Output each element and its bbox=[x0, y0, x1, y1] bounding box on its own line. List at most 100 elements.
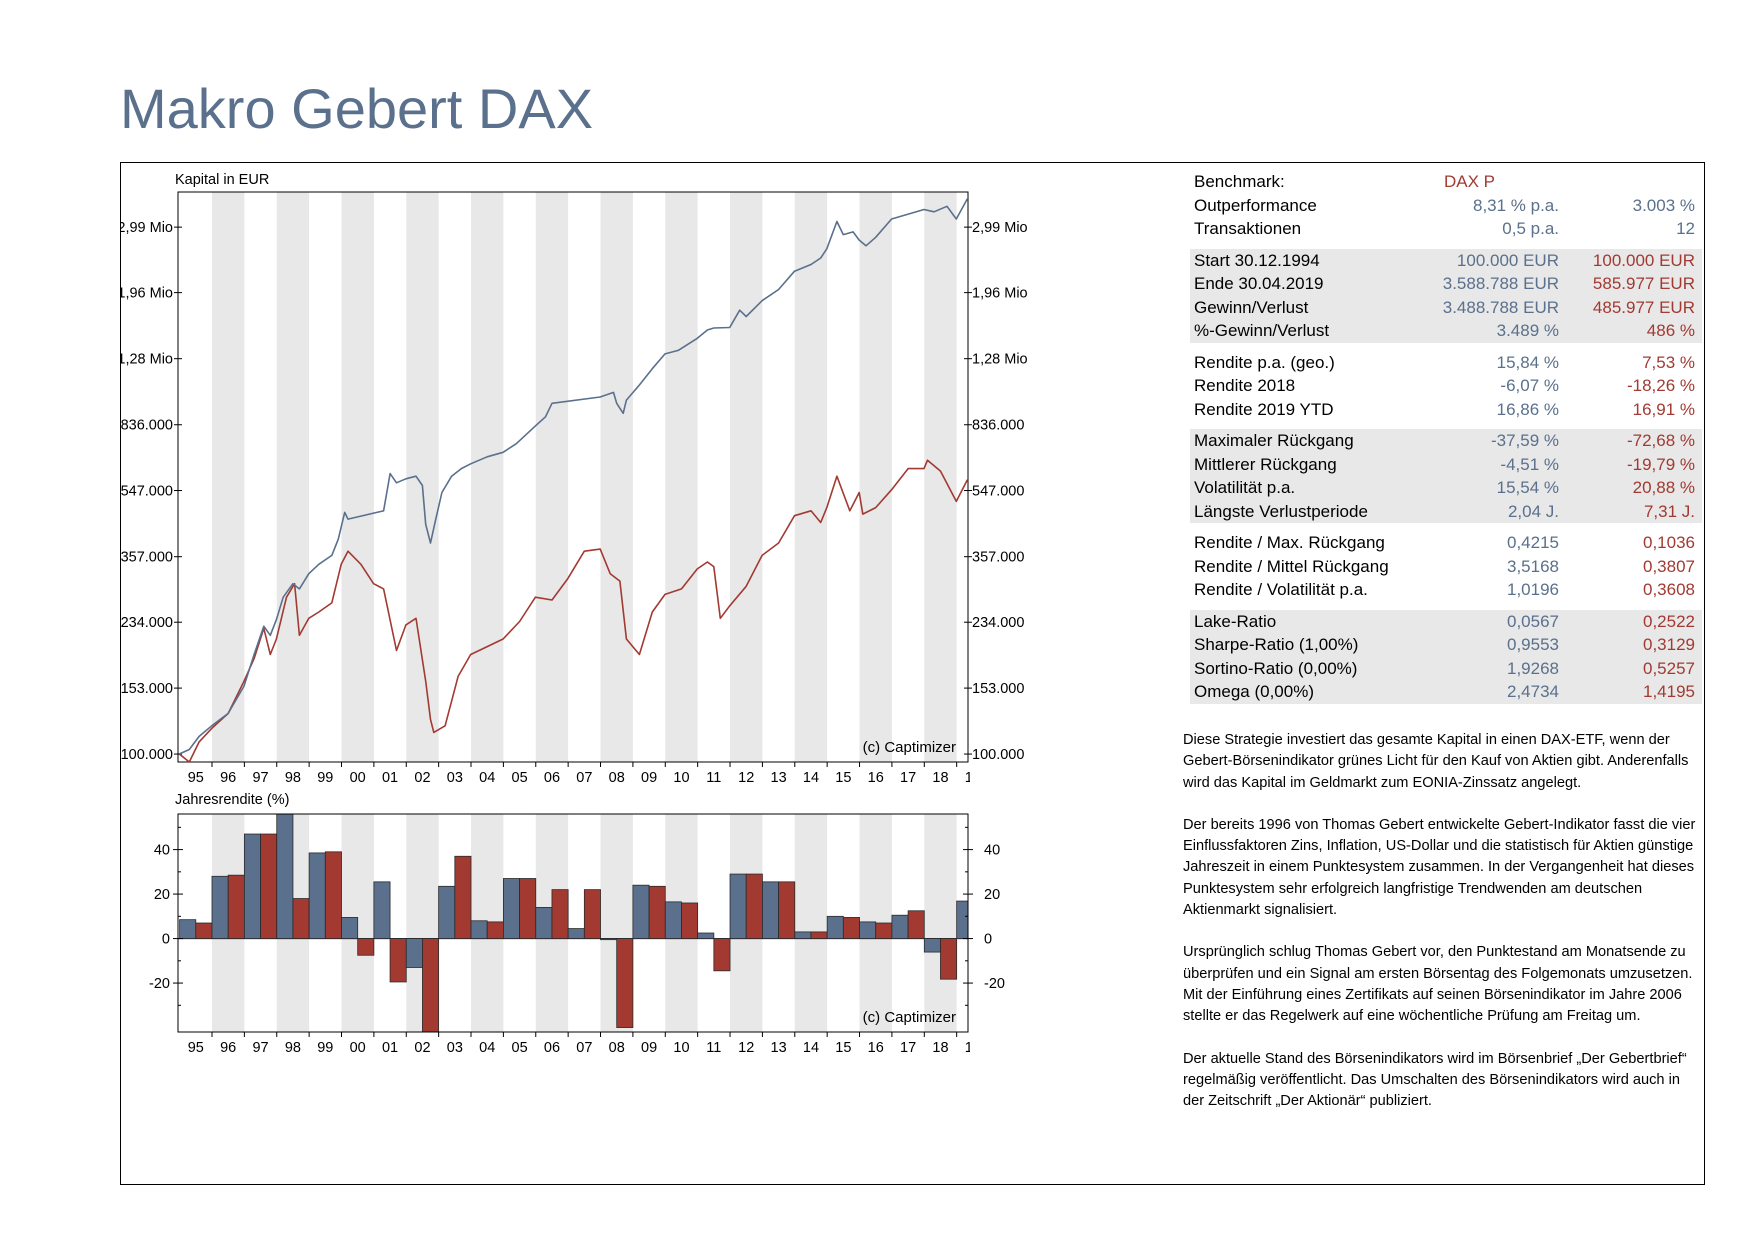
year-band bbox=[665, 192, 698, 762]
x-tick-label: 01 bbox=[382, 1040, 398, 1056]
y-tick-label-right: 153.000 bbox=[972, 681, 1024, 697]
bar bbox=[243, 833, 261, 939]
stat-label: Lake-Ratio bbox=[1194, 611, 1277, 631]
stat-row-header-1: Outperformance 8,31 % p.a. 3.003 % bbox=[1190, 194, 1702, 218]
x-tick-label: 09 bbox=[641, 770, 657, 786]
bar bbox=[762, 881, 779, 939]
bar bbox=[422, 938, 440, 1033]
x-tick-label: 10 bbox=[673, 770, 689, 786]
stat-row-4-0: Lake-Ratio 0,0567 0,2522 bbox=[1190, 609, 1702, 633]
stat-label: Rendite p.a. (geo.) bbox=[1194, 352, 1335, 372]
x-tick-label: 07 bbox=[576, 770, 592, 786]
stat-value-strategy: 0,4215 bbox=[1507, 533, 1559, 552]
x-tick-label: 11 bbox=[706, 1040, 721, 1056]
stat-gap bbox=[1190, 421, 1702, 429]
stat-value-benchmark: 16,91 % bbox=[1632, 399, 1695, 419]
stat-row-1-2: Rendite 2019 YTD 16,86 % 16,91 % bbox=[1190, 398, 1702, 422]
stat-value-benchmark: 0,3807 bbox=[1643, 556, 1695, 576]
stat-row-0-1: Ende 30.04.2019 3.588.788 EUR 585.977 EUR bbox=[1190, 272, 1702, 296]
bar bbox=[373, 881, 391, 939]
stat-label: Rendite / Max. Rückgang bbox=[1194, 533, 1385, 552]
description-paragraph: Ursprünglich schlug Thomas Gebert vor, d… bbox=[1183, 944, 1693, 1025]
stat-label: Rendite / Mittel Rückgang bbox=[1194, 556, 1389, 576]
bar bbox=[648, 885, 666, 939]
x-tick-label: 98 bbox=[285, 1040, 301, 1056]
stat-value-benchmark: 20,88 % bbox=[1632, 478, 1695, 497]
stat-row-3-1: Rendite / Mittel Rückgang 3,5168 0,3807 bbox=[1190, 555, 1702, 579]
x-tick-label: 95 bbox=[188, 1040, 204, 1056]
stat-label: Mittlerer Rückgang bbox=[1194, 454, 1337, 474]
stat-row-2-2: Volatilität p.a. 15,54 % 20,88 % bbox=[1190, 476, 1702, 500]
x-tick-label: 17 bbox=[900, 1040, 916, 1056]
stat-value-strategy: 0,0567 bbox=[1507, 611, 1559, 631]
y-tick-label-right: 234.000 bbox=[972, 615, 1024, 631]
stat-value-strategy: -4,51 % bbox=[1500, 454, 1559, 474]
stat-value-benchmark: 0,3608 bbox=[1643, 580, 1695, 599]
x-tick-label: 99 bbox=[317, 770, 333, 786]
bar bbox=[438, 885, 456, 939]
x-tick-label: 08 bbox=[609, 1040, 625, 1056]
bar bbox=[583, 889, 601, 939]
year-band bbox=[471, 192, 504, 762]
x-tick-label: 99 bbox=[317, 1040, 333, 1056]
x-tick-label: 13 bbox=[771, 770, 787, 786]
stat-row-2-0: Maximaler Rückgang -37,59 % -72,68 % bbox=[1190, 429, 1702, 453]
x-tick-label: 06 bbox=[544, 1040, 560, 1056]
stat-row-1-1: Rendite 2018 -6,07 % -18,26 % bbox=[1190, 374, 1702, 398]
stat-label: %-Gewinn/Verlust bbox=[1194, 321, 1330, 340]
y-axis-title: Jahresrendite (%) bbox=[175, 792, 289, 808]
year-band bbox=[924, 814, 957, 1032]
y-tick-label-right: 2,99 Mio bbox=[972, 220, 1028, 236]
stat-value-benchmark: 585.977 EUR bbox=[1592, 274, 1695, 293]
x-tick-label: 97 bbox=[252, 770, 268, 786]
stat-value-strategy: 2,04 J. bbox=[1507, 501, 1559, 521]
stat-value-benchmark: 486 % bbox=[1646, 321, 1695, 340]
bar bbox=[794, 931, 812, 939]
stat-label: Rendite / Volatilität p.a. bbox=[1194, 580, 1368, 599]
y-tick-label-right: 20 bbox=[984, 887, 1000, 903]
year-band bbox=[924, 192, 957, 762]
x-tick-label: 08 bbox=[609, 770, 625, 786]
stat-label: Volatilität p.a. bbox=[1194, 478, 1296, 497]
stat-row-3-2: Rendite / Volatilität p.a. 1,0196 0,3608 bbox=[1190, 578, 1702, 602]
bar bbox=[600, 938, 618, 941]
x-tick-label: 07 bbox=[576, 1040, 592, 1056]
stat-label: Rendite 2019 YTD bbox=[1194, 399, 1334, 419]
stat-value-benchmark: 12 bbox=[1676, 219, 1695, 238]
y-tick-label-left: 1,28 Mio bbox=[120, 352, 173, 368]
stat-row-3-0: Rendite / Max. Rückgang 0,4215 0,1036 bbox=[1190, 531, 1702, 555]
bar bbox=[632, 884, 650, 939]
bar bbox=[502, 878, 520, 939]
stat-value-benchmark: 0,2522 bbox=[1643, 611, 1695, 631]
bar bbox=[956, 900, 969, 939]
bar bbox=[551, 889, 569, 939]
stat-value-strategy: -37,59 % bbox=[1490, 431, 1559, 450]
bar bbox=[454, 855, 472, 939]
stat-row-header-2: Transaktionen 0,5 p.a. 12 bbox=[1190, 217, 1702, 241]
bar bbox=[729, 873, 747, 939]
stat-value-strategy: 1,9268 bbox=[1507, 658, 1559, 678]
bar bbox=[276, 813, 294, 939]
strategy-description: Diese Strategie investiert das gesamte K… bbox=[1183, 730, 1703, 1133]
stat-value-strategy: 3,5168 bbox=[1507, 556, 1559, 576]
bar bbox=[324, 851, 342, 939]
stat-value-benchmark: 0,3129 bbox=[1643, 635, 1695, 654]
stat-gap bbox=[1190, 602, 1702, 610]
bar bbox=[745, 873, 763, 939]
stat-row-0-0: Start 30.12.1994 100.000 EUR 100.000 EUR bbox=[1190, 248, 1702, 272]
year-band bbox=[600, 192, 633, 762]
stat-label: Sortino-Ratio (0,00%) bbox=[1194, 658, 1358, 678]
page-title: Makro Gebert DAX bbox=[120, 77, 594, 140]
y-tick-label-left: 357.000 bbox=[121, 550, 173, 566]
x-tick-label: 12 bbox=[738, 1040, 754, 1056]
bar bbox=[341, 917, 359, 939]
x-tick-label: 04 bbox=[479, 1040, 495, 1056]
stat-label: Omega (0,00%) bbox=[1194, 682, 1314, 701]
stat-value-benchmark: -18,26 % bbox=[1626, 376, 1695, 395]
stat-value-strategy: 15,54 % bbox=[1496, 478, 1559, 497]
y-tick-label-right: -20 bbox=[984, 976, 1005, 992]
series-line bbox=[178, 459, 969, 763]
y-tick-label-left: 0 bbox=[162, 932, 170, 948]
stat-value-strategy: 0,9553 bbox=[1507, 635, 1559, 654]
